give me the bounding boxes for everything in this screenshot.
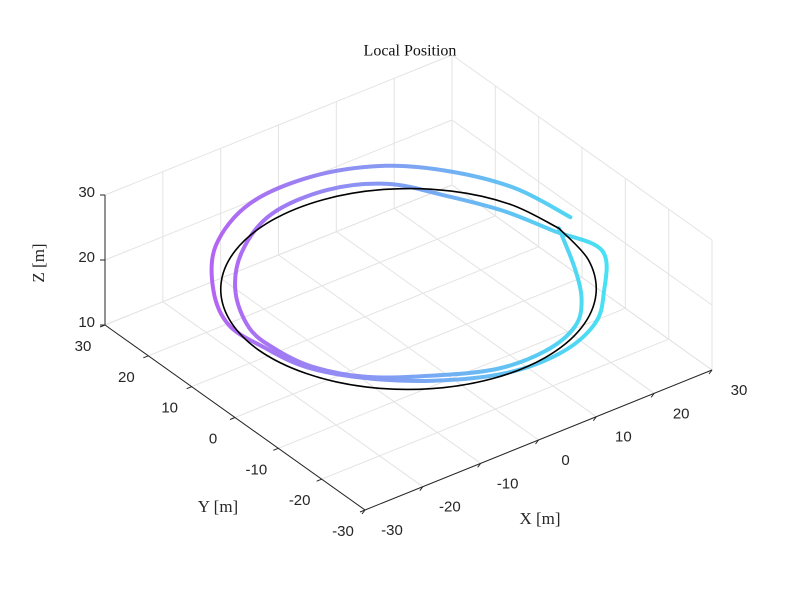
y-tick-label: 10: [161, 400, 178, 417]
y-tick: [273, 447, 279, 451]
y-axis-label: Y [m]: [198, 497, 238, 516]
plot-area: [209, 163, 609, 391]
x-tick-label: -20: [439, 499, 461, 516]
x-tick: [592, 416, 597, 421]
grid-line: [104, 54, 453, 196]
x-tick-label: 0: [561, 452, 569, 469]
x-tick: [650, 393, 655, 398]
y-tick: [229, 417, 236, 420]
x-tick-label: 20: [673, 405, 690, 422]
x-tick: [708, 369, 713, 375]
x-tick-label: -30: [381, 522, 403, 539]
y-tick-label: 20: [118, 369, 135, 386]
x-tick-label: 30: [731, 382, 748, 399]
x-tick-label: -10: [497, 475, 519, 492]
y-tick: [143, 355, 149, 359]
z-tick-label: 20: [78, 249, 95, 266]
grid-line: [234, 277, 583, 418]
z-tick-label: 30: [78, 184, 95, 201]
y-tick-label: -30: [332, 523, 354, 540]
grid-line: [451, 119, 713, 306]
grid-line: [104, 184, 453, 326]
axes: -30 -20 -10 0 10 20 30 -30 -20 -10 0 10 20 30 10 20 30: [75, 184, 748, 540]
z-tick-label: 10: [78, 314, 95, 331]
trajectory: [209, 163, 609, 383]
grid-line: [321, 338, 669, 480]
y-tick-label: 0: [209, 430, 217, 447]
x-tick: [419, 486, 424, 491]
grid-line: [451, 54, 713, 241]
x-tick-label: 10: [615, 429, 632, 446]
grid-line: [191, 246, 539, 388]
y-tick-label: -20: [289, 492, 311, 509]
y-tick: [316, 478, 322, 482]
x-axis-label: X [m]: [519, 509, 560, 528]
z-axis-label: Z [m]: [29, 243, 48, 282]
chart-title: Local Position: [364, 43, 457, 60]
grid-line: [148, 215, 496, 357]
y-tick-label: 30: [75, 338, 92, 355]
y-tick: [186, 386, 192, 390]
y-tick-label: -10: [245, 461, 267, 478]
grid-line: [451, 184, 713, 371]
x-tick: [535, 439, 539, 445]
reference-path: [219, 187, 598, 391]
x-tick: [477, 463, 482, 468]
y-tick: [359, 509, 366, 513]
